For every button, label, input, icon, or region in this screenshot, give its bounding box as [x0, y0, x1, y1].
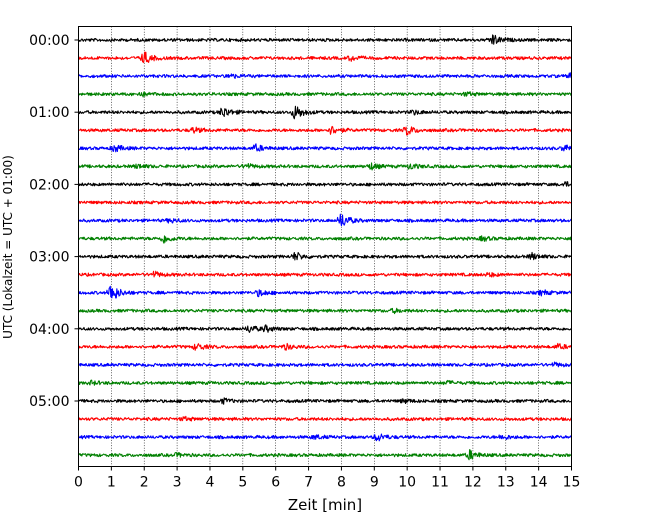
trace-0345 [78, 307, 572, 315]
x-tick-label: 10 [398, 475, 416, 491]
trace-0115 [78, 125, 572, 136]
trace-0045 [77, 91, 572, 98]
trace-0215 [77, 200, 572, 205]
x-tick-label: 1 [107, 475, 116, 491]
y-tick-label: 02:00 [29, 177, 69, 193]
y-tick-label: 01:00 [29, 105, 69, 121]
trace-0545 [78, 449, 572, 461]
y-tick-label: 05:00 [29, 394, 69, 410]
x-axis: 0 1 2 3 4 5 6 7 8 9 10 11 12 13 14 15 [74, 466, 581, 491]
trace-0000 [77, 34, 573, 45]
y-tick-label: 04:00 [29, 322, 69, 338]
x-tick-label: 8 [337, 475, 346, 491]
x-tick-label: 5 [238, 475, 247, 491]
trace-0515 [78, 415, 572, 422]
x-tick-label: 3 [173, 475, 182, 491]
trace-0315 [77, 270, 572, 278]
x-tick-label: 0 [74, 475, 83, 491]
trace-0245 [78, 235, 572, 244]
x-axis-title: Zeit [min] [288, 496, 362, 514]
trace-0300 [78, 251, 572, 261]
trace-0200 [77, 181, 572, 187]
trace-0445 [77, 379, 573, 386]
x-tick-label: 14 [530, 475, 548, 491]
trace-0130 [77, 143, 572, 153]
x-tick-label: 15 [563, 475, 581, 491]
trace-0500 [78, 397, 572, 405]
trace-0100 [77, 105, 573, 120]
trace-0530 [78, 433, 573, 442]
y-tick-label: 03:00 [29, 250, 69, 266]
trace-0145 [77, 162, 572, 171]
y-tick-label: 00:00 [29, 33, 69, 49]
x-tick-label: 12 [464, 475, 482, 491]
x-tick-label: 11 [431, 475, 449, 491]
trace-0015 [77, 51, 572, 64]
trace-0430 [78, 361, 573, 368]
trace-0415 [78, 342, 572, 351]
x-tick-label: 7 [304, 475, 313, 491]
y-axis: 00:00 01:00 02:00 03:00 04:00 05:00 [29, 33, 79, 410]
trace-0330 [77, 285, 572, 299]
x-tick-label: 2 [140, 475, 149, 491]
x-tick-label: 9 [370, 475, 379, 491]
x-tick-label: 4 [206, 475, 215, 491]
x-tick-label: 13 [497, 475, 515, 491]
plot-frame [78, 26, 572, 467]
trace-0030 [77, 72, 573, 79]
trace-layer [77, 34, 573, 461]
y-axis-title: UTC (Lokalzeit = UTC + 01:00) [1, 155, 15, 339]
vertical-grid [111, 26, 539, 467]
x-tick-label: 6 [271, 475, 280, 491]
trace-0230 [78, 213, 572, 227]
trace-0400 [77, 324, 572, 333]
